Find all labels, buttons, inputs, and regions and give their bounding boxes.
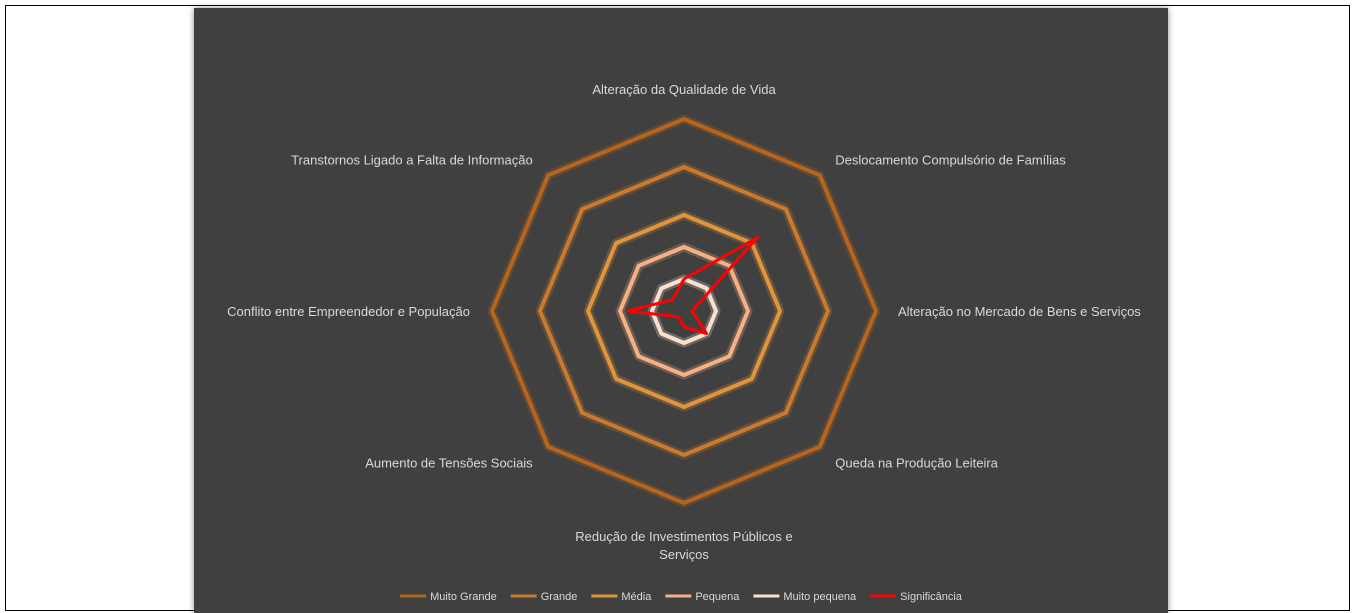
axis-label-layer: Alteração da Qualidade de Vida Deslocamen… — [227, 82, 1141, 562]
series-line-muito-pequena — [650, 277, 718, 345]
series-layer — [487, 114, 881, 508]
series-line-significancia — [626, 236, 759, 336]
legend-label: Pequena — [695, 591, 740, 603]
legend-label: Muito Grande — [430, 591, 497, 603]
legend-item-media: Média — [591, 591, 652, 603]
axis-label-reducao-de-investimentos-publicos-e-servicos: Redução de Investimentos Públicos e Servi… — [575, 529, 793, 562]
legend-item-significancia: Significância — [870, 591, 963, 603]
series-line-muito-grande — [490, 117, 878, 505]
legend-label: Média — [621, 591, 652, 603]
legend-label: Muito pequena — [783, 591, 857, 603]
legend: Muito Grande Grande Média Pequena Muito pequ… — [400, 591, 963, 603]
axis-label-conflito-entre-empreendedor-e-populacao: Conflito entre Empreendedor e População — [227, 304, 470, 319]
axis-label-deslocamento-compulsorio-de-familias: Deslocamento Compulsório de Famílias — [835, 153, 1066, 168]
axis-label-queda-na-producao-leiteira: Queda na Produção Leiteira — [835, 455, 998, 470]
legend-item-muito-pequena: Muito pequena — [753, 591, 857, 603]
legend-label: Significância — [900, 591, 963, 603]
legend-item-grande: Grande — [510, 591, 578, 603]
axis-label-transtornos-ligado-a-falta-de-informacao: Transtornos Ligado a Falta de Informação — [291, 153, 533, 168]
series-line-grande — [538, 165, 830, 457]
legend-item-muito-grande: Muito Grande — [400, 591, 497, 603]
radar-chart-area: Alteração da Qualidade de Vida Deslocamen… — [194, 8, 1168, 613]
axis-label-aumento-de-tensoes-sociais: Aumento de Tensões Sociais — [365, 455, 533, 470]
series-line-pequena — [618, 245, 750, 377]
radar-chart: Alteração da Qualidade de Vida Deslocamen… — [227, 82, 1141, 603]
series-line-media — [586, 213, 782, 409]
legend-item-pequena: Pequena — [665, 591, 740, 603]
axis-label-alteracao-no-mercado-de-bens-e-servicos: Alteração no Mercado de Bens e Serviços — [898, 304, 1141, 319]
axis-label-alteracao-da-qualidade-de-vida: Alteração da Qualidade de Vida — [592, 82, 776, 97]
legend-label: Grande — [541, 591, 578, 603]
